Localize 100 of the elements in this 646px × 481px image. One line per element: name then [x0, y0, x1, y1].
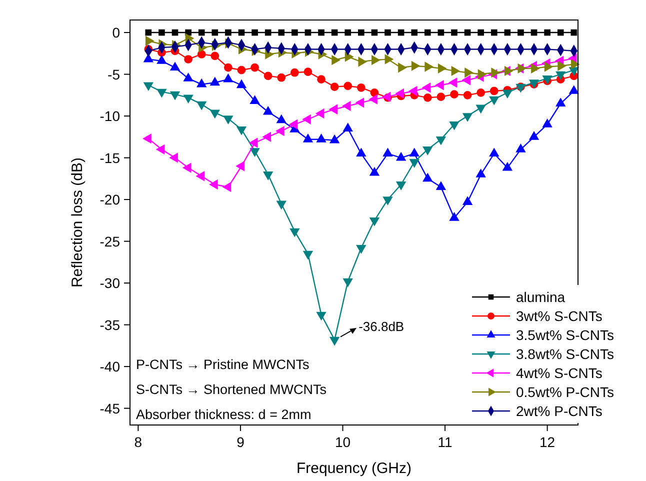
- point: [398, 62, 407, 73]
- point: [225, 29, 232, 36]
- point: [209, 179, 218, 190]
- point: [262, 172, 274, 180]
- point: [145, 29, 152, 36]
- point: [196, 101, 207, 110]
- legend-label: 3wt% S-CNTs: [516, 308, 602, 324]
- point: [158, 29, 165, 36]
- point: [262, 132, 272, 142]
- point: [224, 63, 232, 72]
- x-tick-label: 9: [236, 434, 245, 450]
- point: [464, 29, 471, 36]
- point: [531, 63, 540, 74]
- point: [277, 73, 286, 82]
- point: [384, 54, 394, 64]
- point: [398, 29, 404, 36]
- annotation: P-CNTs → Pristine MWCNTs: [136, 357, 310, 372]
- point: [358, 29, 364, 36]
- point: [356, 245, 366, 254]
- point: [292, 29, 298, 36]
- point: [436, 136, 446, 146]
- point: [170, 62, 180, 71]
- y-tick-label: 0: [112, 24, 120, 41]
- point: [196, 171, 205, 182]
- legend-label: 4wt% S-CNTs: [516, 365, 602, 381]
- point: [142, 133, 152, 144]
- point: [172, 29, 178, 36]
- x-tick-label: 12: [540, 434, 556, 450]
- y-tick-label: -30: [100, 275, 120, 292]
- point: [478, 29, 484, 36]
- point: [169, 152, 178, 163]
- point: [356, 83, 366, 92]
- x-tick-label: 10: [334, 434, 351, 450]
- point: [276, 200, 286, 210]
- point: [411, 60, 420, 72]
- point: [156, 144, 165, 155]
- point: [183, 94, 194, 104]
- point: [504, 66, 514, 76]
- point: [156, 88, 167, 98]
- point: [530, 29, 538, 36]
- point: [143, 82, 154, 92]
- point: [344, 82, 352, 90]
- point: [332, 54, 340, 66]
- point: [491, 68, 500, 78]
- point: [290, 228, 300, 238]
- y-tick-label: -5: [108, 66, 120, 82]
- point: [557, 29, 564, 36]
- annotation: -36.8dB: [358, 318, 404, 334]
- point: [518, 29, 524, 36]
- point: [371, 29, 378, 36]
- point: [424, 29, 431, 36]
- point: [544, 62, 554, 72]
- y-tick-label: -10: [100, 108, 120, 124]
- y-tick-label: -25: [100, 233, 120, 250]
- point: [264, 72, 272, 80]
- point: [556, 71, 566, 80]
- point: [237, 66, 246, 74]
- point: [489, 96, 500, 106]
- point: [422, 146, 433, 156]
- annotation: S-CNTs → Shortened MWCNTs: [136, 382, 327, 397]
- point: [316, 312, 326, 321]
- point: [382, 196, 393, 206]
- point: [476, 88, 486, 97]
- y-tick-label: -20: [100, 192, 120, 208]
- y-tick-label: -45: [100, 400, 120, 416]
- point: [411, 29, 418, 36]
- y-axis-title: Reflection loss (dB): [69, 157, 86, 288]
- point: [198, 29, 205, 36]
- point: [145, 36, 154, 46]
- x-tick-label: 8: [134, 434, 142, 450]
- point: [288, 119, 298, 130]
- point: [250, 148, 260, 157]
- point: [236, 126, 247, 136]
- y-tick-label: -35: [100, 316, 120, 333]
- y-tick-label: -40: [100, 358, 120, 375]
- legend-label: 0.5wt% P-CNTs: [516, 384, 614, 400]
- point: [329, 336, 340, 346]
- point: [210, 110, 220, 119]
- point: [423, 93, 432, 102]
- x-tick-label: 11: [438, 434, 453, 450]
- point: [318, 29, 324, 36]
- point: [476, 104, 486, 114]
- point: [369, 217, 380, 226]
- point: [424, 62, 434, 72]
- point: [372, 54, 380, 66]
- point: [438, 29, 444, 36]
- point: [302, 250, 314, 260]
- point: [558, 60, 566, 72]
- legend-label: 2wt% P-CNTs: [516, 403, 602, 419]
- point: [210, 52, 220, 60]
- point: [450, 90, 458, 98]
- legend-label: 3.5wt% S-CNTs: [516, 327, 614, 343]
- point: [236, 161, 244, 172]
- point: [462, 113, 473, 122]
- point: [184, 55, 192, 64]
- point: [504, 29, 511, 36]
- point: [290, 68, 299, 77]
- point: [518, 63, 527, 74]
- point: [449, 121, 460, 130]
- point: [304, 29, 312, 36]
